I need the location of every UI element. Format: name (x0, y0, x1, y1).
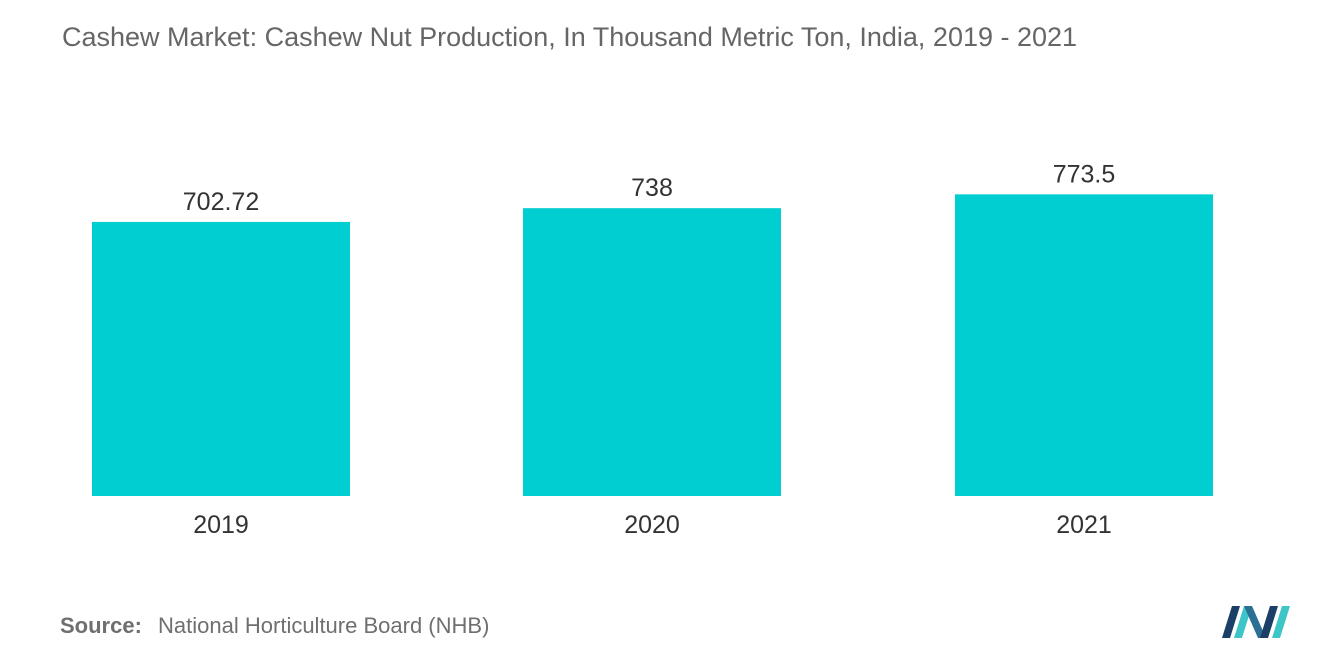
value-label-2019: 702.72 (183, 188, 259, 216)
category-label-2020: 2020 (624, 511, 680, 539)
mordor-intelligence-logo-icon (1222, 606, 1290, 638)
bar-chart: 702.72 2019 738 2020 773.5 2021 (92, 160, 1213, 539)
source-note: Source: National Horticulture Board (NHB… (60, 613, 489, 639)
bar-2021 (955, 194, 1213, 496)
source-label: Source: (60, 613, 142, 638)
category-label-2021: 2021 (1056, 511, 1112, 539)
source-text: National Horticulture Board (NHB) (158, 613, 490, 638)
category-label-2019: 2019 (193, 511, 249, 539)
value-label-2021: 773.5 (1053, 160, 1116, 188)
value-label-2020: 738 (631, 174, 673, 202)
chart-title: Cashew Market: Cashew Nut Production, In… (62, 22, 1078, 52)
bar-2019 (92, 221, 350, 496)
bar-2020 (523, 208, 781, 496)
